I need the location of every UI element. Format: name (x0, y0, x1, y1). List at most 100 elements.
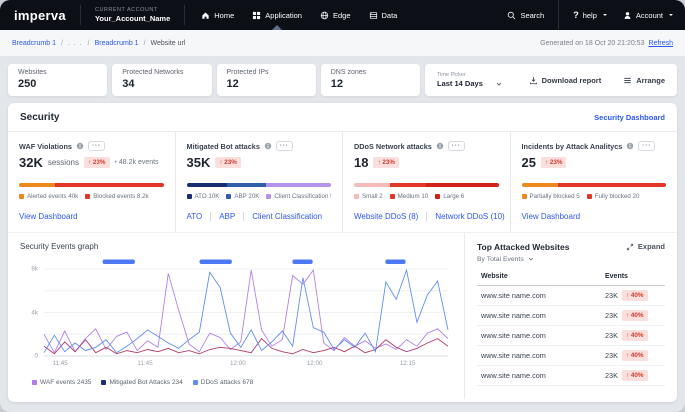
help-menu[interactable]: ? help (573, 10, 609, 20)
dashboard-controls: Time Picker Last 14 Days Download report… (425, 64, 677, 96)
bar-segment (55, 183, 163, 187)
refresh-link[interactable]: Refresh (648, 40, 673, 47)
security-header: Security Security Dashboard (8, 103, 677, 132)
current-account-selector[interactable]: CURRENT ACCOUNT Your_Account_Name (80, 5, 185, 25)
legend-swatch (101, 380, 106, 385)
info-icon[interactable] (626, 142, 634, 150)
search-button[interactable]: Search (507, 11, 544, 20)
view-dashboard-link[interactable]: View Dashboard (522, 212, 581, 221)
expand-label: Expand (638, 242, 665, 251)
card-menu-button[interactable]: ··· (88, 141, 105, 151)
card-title: WAF Violations (19, 142, 72, 151)
client-classification-link[interactable]: Client Classification (243, 212, 322, 221)
change-badge: ↑ 40% (622, 290, 648, 301)
change-badge: ↑ 23% (84, 157, 110, 168)
legend-label: Partially blocked 5 (530, 193, 580, 200)
nav-item-application[interactable]: Application (252, 0, 302, 30)
events-value: 23K (605, 371, 618, 380)
line-chart (44, 259, 448, 357)
incident-annotation-bar[interactable] (292, 260, 312, 265)
events-value: 23K (605, 351, 618, 360)
topbar-right-group: Search ? help Account (507, 0, 675, 30)
stat-label: Websites (18, 69, 97, 76)
network-ddos-link[interactable]: Network DDoS (10) (426, 212, 504, 221)
stat-card-protected-networks[interactable]: Protected Networks 34 (112, 64, 211, 96)
generated-timestamp: Generated on 18 Oct 20 21:20:53 (540, 40, 644, 47)
table-row[interactable]: www.site name.com 23K↑ 40% (477, 346, 665, 366)
stacked-bar (354, 183, 499, 187)
incident-annotation-bar[interactable] (200, 260, 232, 265)
breadcrumb-link-2[interactable]: Breadcrumb 1 (95, 40, 139, 47)
legend-swatch (354, 194, 359, 199)
breadcrumb-separator (61, 40, 63, 47)
table-row[interactable]: www.site name.com 23K↑ 40% (477, 366, 665, 386)
nav-item-edge[interactable]: Edge (320, 0, 351, 30)
table-row[interactable]: www.site name.com 23K↑ 40% (477, 286, 665, 306)
security-panel: Security Security Dashboard WAF Violatio… (8, 103, 677, 402)
y-axis-tick: 4k (20, 309, 38, 316)
table-row[interactable]: www.site name.com 23K↑ 40% (477, 306, 665, 326)
events-value: 23K (605, 291, 618, 300)
card-menu-button[interactable]: ··· (276, 141, 293, 151)
info-icon[interactable] (76, 142, 84, 150)
stat-card-protected-ips[interactable]: Protected IPs 12 (217, 64, 316, 96)
bar-segment (558, 183, 666, 187)
nav-item-home[interactable]: Home (201, 0, 234, 30)
database-icon (369, 11, 378, 20)
nav-item-data[interactable]: Data (369, 0, 398, 30)
change-badge: ↑ 40% (622, 370, 648, 381)
table-row[interactable]: www.site name.com 23K↑ 40% (477, 326, 665, 346)
arrange-button[interactable]: Arrange (623, 76, 665, 85)
sort-filter-dropdown[interactable]: By Total Events (477, 255, 569, 263)
help-label: help (583, 11, 597, 20)
security-events-chart[interactable]: 8k4k011:4511:4512:0012:0012:15 (44, 259, 448, 357)
legend-swatch (435, 194, 440, 199)
info-icon[interactable] (264, 142, 272, 150)
bottom-row: Security Events graph 8k4k011:4511:4512:… (8, 233, 677, 399)
ddos-network-attacks-card: DDoS Network attacks ··· 18 ↑ 23% Small … (343, 132, 511, 232)
legend-label: WAF events 2435 (40, 379, 91, 386)
info-icon[interactable] (436, 142, 444, 150)
top-navigation-bar: imperva CURRENT ACCOUNT Your_Account_Nam… (0, 0, 685, 30)
expand-button[interactable]: Expand (626, 242, 665, 251)
current-account-name: Your_Account_Name (95, 14, 170, 23)
abp-link[interactable]: ABP (210, 212, 235, 221)
account-menu[interactable]: Account (623, 11, 675, 20)
chart-title: Security Events graph (20, 242, 452, 251)
ato-link[interactable]: ATO (187, 212, 203, 221)
current-account-label: CURRENT ACCOUNT (95, 7, 170, 13)
x-axis-tick: 11:45 (53, 360, 68, 367)
bar-segment (266, 183, 331, 187)
metric-value: 32K (19, 155, 43, 170)
websites-table: Website Events www.site name.com 23K↑ 40… (477, 271, 665, 386)
nav-label: Application (265, 11, 302, 20)
legend-swatch (32, 380, 37, 385)
stat-card-dns-zones[interactable]: DNS zones 12 (321, 64, 420, 96)
download-report-button[interactable]: Download report (529, 76, 602, 85)
change-badge: ↑ 40% (622, 350, 648, 361)
stat-card-websites[interactable]: Websites 250 (8, 64, 107, 96)
website-ddos-link[interactable]: Website DDoS (8) (354, 212, 418, 221)
stacked-bar (19, 183, 164, 187)
incident-annotation-bar[interactable] (103, 260, 135, 265)
bar-segment (19, 183, 55, 187)
breadcrumb-link-1[interactable]: Breadcrumb 1 (12, 40, 56, 47)
view-dashboard-link[interactable]: View Dashboard (19, 212, 78, 221)
time-picker[interactable]: Time Picker Last 14 Days (437, 72, 503, 88)
breadcrumb-ellipsis[interactable]: . . . (68, 40, 83, 47)
arrange-label: Arrange (636, 76, 665, 85)
metric-cards-row: WAF Violations ··· 32K sessions ↑ 23% 48… (8, 132, 677, 233)
card-title: DDoS Network attacks (354, 142, 432, 151)
breadcrumb-current: Website url (151, 40, 186, 47)
security-dashboard-link[interactable]: Security Dashboard (594, 113, 665, 122)
stat-value: 250 (18, 78, 97, 90)
legend-label: ABP 20K (234, 193, 259, 200)
legend-swatch (266, 194, 271, 199)
legend-label: Blocked events 8.2k (93, 193, 148, 200)
expand-icon (626, 243, 634, 251)
legend-label: Fully blocked 20 (595, 193, 640, 200)
incident-annotation-bar[interactable] (385, 260, 405, 265)
globe-icon (320, 11, 329, 20)
card-menu-button[interactable]: ··· (448, 141, 465, 151)
card-menu-button[interactable]: ··· (638, 141, 655, 151)
